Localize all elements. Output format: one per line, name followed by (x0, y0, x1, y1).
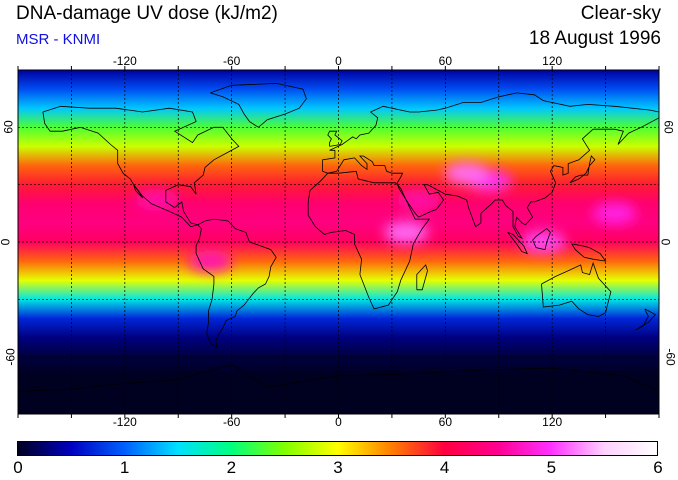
coastline-new-zealand (635, 308, 657, 331)
coastline-greenland (210, 82, 307, 128)
colorbar-tick-label: 3 (333, 458, 343, 477)
coastline-eurasia (322, 92, 659, 240)
credit-label: MSR - KNMI (16, 31, 101, 48)
lon-tick-label-top: -60 (222, 54, 241, 68)
coastline-borneo (532, 228, 551, 251)
coastline-madagascar (416, 264, 428, 291)
coastline-new-guinea (571, 243, 607, 262)
uv-map (17, 66, 660, 418)
hotspot-layer (134, 162, 637, 273)
colorbar-tick-label: 4 (439, 458, 450, 477)
lon-tick-label-top: 120 (542, 54, 563, 68)
colorbar-tick-label: 5 (546, 458, 557, 477)
coastline-uk (327, 130, 343, 147)
lon-tick-label-top: 0 (335, 54, 342, 68)
lon-tick-label-top: -120 (112, 54, 137, 68)
lon-tick-label-bottom: 120 (542, 415, 563, 429)
coastline-australia (541, 261, 612, 317)
hotspot-east-africa-highlands (384, 221, 429, 244)
coastline-baja (133, 184, 143, 199)
lon-tick-label-bottom: -60 (222, 415, 241, 429)
lat-tick-label-right: 60 (661, 120, 676, 135)
graticule (18, 70, 659, 414)
coastline-sumatra (507, 232, 528, 255)
lat-tick-label-right: 0 (658, 238, 673, 246)
hotspot-mexico (134, 188, 179, 211)
colorbar-tick-label: 0 (13, 458, 23, 477)
colorbar (17, 441, 658, 456)
hotspot-himalaya-west (444, 162, 489, 185)
coastline-north-america (42, 105, 240, 228)
coastline-japan (569, 155, 596, 184)
lat-tick-label-right: -60 (663, 347, 678, 366)
map-title: DNA-damage UV dose (kJ/m2) (16, 3, 278, 24)
lat-tick-label-left: -60 (3, 347, 18, 366)
colorbar-tick-label: 2 (226, 458, 237, 477)
coastline-antarctica (18, 363, 659, 392)
hotspot-andes (188, 250, 233, 273)
lon-tick-label-top: 60 (438, 54, 453, 68)
colorbar-tick-label: 6 (653, 458, 663, 477)
sky-condition-label: Clear-sky (580, 3, 661, 24)
frame-ticks (17, 66, 660, 418)
lat-tick-label-left: 0 (0, 239, 12, 246)
colorbar-tick-label: 1 (119, 458, 130, 477)
coastline-layer (18, 82, 659, 392)
coastline-south-america (195, 218, 277, 348)
lon-tick-label-bottom: 60 (438, 415, 453, 429)
date-label: 18 August 1996 (528, 28, 661, 49)
lon-tick-label-bottom: 0 (335, 415, 342, 429)
lat-tick-label-left: 60 (1, 120, 16, 135)
hotspot-arabian-peninsula (396, 188, 441, 211)
lon-tick-label-bottom: -120 (112, 415, 137, 429)
coastline-africa (307, 170, 431, 310)
hotspot-west-pacific (592, 202, 637, 225)
